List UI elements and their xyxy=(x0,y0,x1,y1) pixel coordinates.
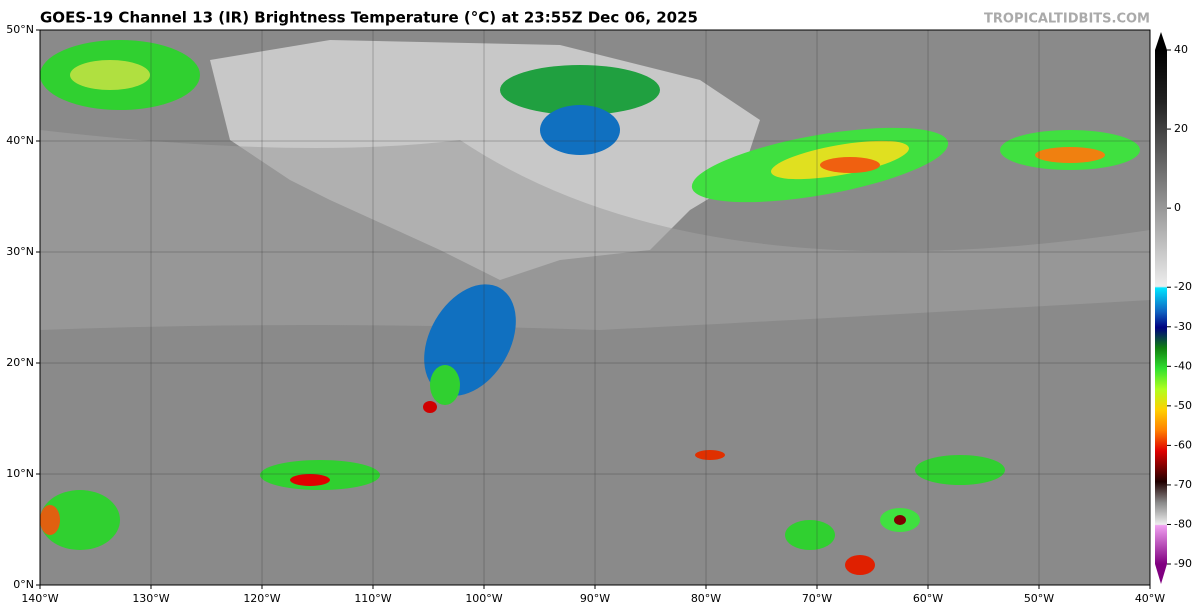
lon-label: 110°W xyxy=(354,592,391,605)
map-frame xyxy=(39,29,1151,586)
colorbar-label: -80 xyxy=(1174,517,1192,530)
colorbar-label: 40 xyxy=(1174,43,1188,56)
lat-label: 30°N xyxy=(6,245,34,258)
colorbar-label: -50 xyxy=(1174,399,1192,412)
lat-label: 40°N xyxy=(6,134,34,147)
lon-label: 40°W xyxy=(1135,592,1165,605)
lon-label: 60°W xyxy=(913,592,943,605)
lat-label: 50°N xyxy=(6,23,34,36)
lat-label: 0°N xyxy=(13,578,34,591)
colorbar-label: -70 xyxy=(1174,478,1192,491)
lon-label: 140°W xyxy=(21,592,58,605)
lon-label: 70°W xyxy=(802,592,832,605)
lat-label: 10°N xyxy=(6,467,34,480)
colorbar-arrow-bottom xyxy=(1155,564,1167,584)
lon-label: 80°W xyxy=(691,592,721,605)
lon-label: 50°W xyxy=(1024,592,1054,605)
colorbar-label: -90 xyxy=(1174,557,1192,570)
title: GOES-19 Channel 13 (IR) Brightness Tempe… xyxy=(40,9,698,27)
lon-label: 120°W xyxy=(243,592,280,605)
colorbar-label: -40 xyxy=(1174,359,1192,372)
colorbar-arrow-top xyxy=(1155,32,1167,50)
colorbar-label: 0 xyxy=(1174,201,1181,214)
lon-label: 130°W xyxy=(132,592,169,605)
colorbar-label: -30 xyxy=(1174,320,1192,333)
colorbar-label: 20 xyxy=(1174,122,1188,135)
lon-label: 100°W xyxy=(465,592,502,605)
colorbar xyxy=(1155,50,1167,564)
colorbar-label: -60 xyxy=(1174,438,1192,451)
lon-label: 90°W xyxy=(580,592,610,605)
lat-label: 20°N xyxy=(6,356,34,369)
credit: TROPICALTIDBITS.COM xyxy=(984,12,1150,27)
colorbar-label: -20 xyxy=(1174,280,1192,293)
